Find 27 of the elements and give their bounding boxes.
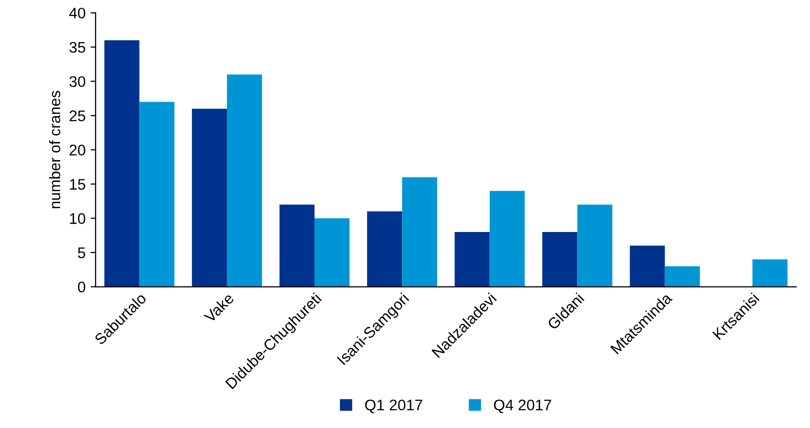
y-tick-label: 35 — [69, 42, 86, 53]
bar — [226, 74, 262, 287]
bar — [104, 40, 140, 287]
bar — [192, 108, 227, 287]
bar — [314, 218, 350, 287]
bar — [577, 204, 612, 287]
bar — [490, 190, 525, 287]
y-tick-label: 15 — [70, 179, 86, 190]
y-tick-label: 10 — [70, 213, 86, 224]
bar — [664, 266, 700, 287]
y-tick-label: 0 — [78, 282, 86, 292]
legend-label: Q1 2017 — [365, 400, 422, 414]
bar — [630, 246, 665, 287]
bar — [139, 102, 174, 287]
bar — [280, 204, 315, 287]
bar — [367, 211, 402, 287]
bar — [542, 232, 578, 287]
legend-label: Q4 2017 — [494, 400, 552, 414]
y-tick-label: 40 — [69, 8, 86, 19]
y-tick-label: 20 — [70, 144, 86, 156]
bar — [752, 259, 788, 287]
y-tick-label: 5 — [78, 248, 86, 258]
bar — [454, 232, 490, 287]
y-tick-label: 25 — [70, 110, 86, 122]
y-tick-label: 30 — [69, 76, 86, 88]
bar — [402, 177, 438, 287]
y-axis-title: number of cranes — [49, 90, 60, 208]
